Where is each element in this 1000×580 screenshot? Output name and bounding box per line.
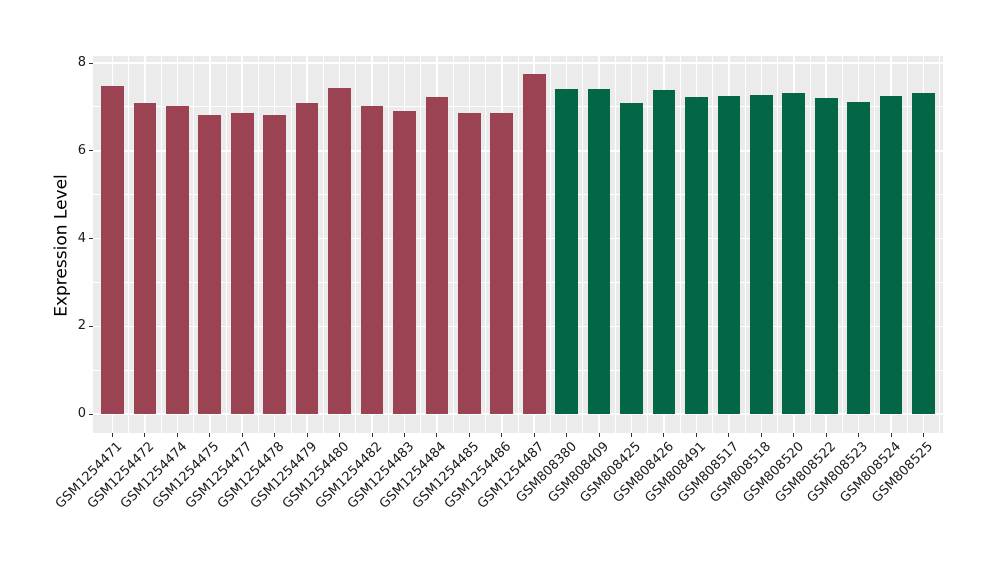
x-tick-mark — [566, 433, 568, 437]
bar-GSM808522 — [814, 98, 838, 414]
bar-GSM1254482 — [360, 105, 384, 414]
x-tick-mark — [468, 433, 470, 437]
gridline-minor-x — [387, 56, 389, 433]
gridline-minor-x — [647, 56, 649, 433]
bar-GSM1254471 — [101, 85, 124, 414]
x-tick-mark — [825, 433, 827, 437]
y-tick-mark — [89, 325, 93, 327]
bar-GSM1254479 — [295, 102, 319, 414]
gridline-minor-x — [550, 56, 551, 433]
x-tick-mark — [241, 433, 243, 437]
bar-GSM808517 — [717, 96, 741, 414]
gridline-minor-x — [939, 56, 941, 433]
y-tick-mark — [89, 238, 93, 239]
x-tick-mark — [695, 433, 697, 437]
x-tick-mark — [144, 433, 146, 437]
x-tick-mark — [858, 433, 860, 437]
x-tick-mark — [436, 433, 438, 437]
gridline-minor-x — [160, 56, 162, 433]
bar-GSM1254475 — [198, 115, 222, 414]
gridline-minor-x — [322, 56, 324, 433]
gridline-minor-x — [874, 56, 876, 433]
gridline-minor-x — [355, 56, 357, 433]
bar-GSM1254484 — [425, 97, 449, 414]
bar-GSM1254485 — [457, 112, 481, 414]
gridline-minor-x — [842, 56, 843, 433]
y-axis-title: Expression Level — [51, 174, 72, 317]
bar-GSM1254474 — [165, 106, 189, 414]
gridline-minor-x — [809, 56, 811, 433]
bar-GSM1254480 — [328, 88, 351, 414]
gridline-minor-x — [128, 56, 130, 433]
gridline-minor-x — [193, 56, 194, 433]
x-tick-mark — [209, 433, 211, 437]
gridline-minor-x — [582, 56, 584, 433]
gridline-minor-x — [744, 56, 746, 433]
gridline-minor-x — [485, 56, 486, 433]
bar-GSM1254472 — [133, 103, 157, 414]
gridline-minor-x — [777, 56, 778, 433]
bar-GSM808520 — [782, 93, 806, 414]
y-tick-label: 4 — [77, 230, 86, 246]
gridline-minor-x — [679, 56, 681, 433]
bar-GSM808491 — [685, 97, 708, 414]
gridline-minor-x — [258, 56, 259, 433]
bar-GSM1254486 — [490, 113, 514, 414]
gridline-minor-x — [712, 56, 714, 433]
bar-GSM808425 — [620, 102, 643, 414]
x-tick-mark — [533, 433, 535, 437]
x-tick-mark — [306, 433, 308, 437]
gridline-minor-x — [290, 56, 292, 433]
bar-GSM1254477 — [230, 112, 254, 414]
bar-GSM1254478 — [263, 115, 287, 414]
gridline-minor-x — [906, 56, 908, 433]
bar-GSM808523 — [847, 101, 870, 414]
bar-GSM808518 — [749, 95, 773, 414]
bar-GSM808380 — [555, 88, 578, 414]
x-tick-mark — [501, 433, 503, 437]
bar-GSM1254483 — [393, 111, 416, 414]
plot-panel — [93, 56, 943, 433]
y-tick-mark — [89, 413, 93, 415]
gridline-minor-x — [225, 56, 227, 433]
x-tick-mark — [663, 433, 665, 437]
gridline-minor-x — [614, 56, 616, 433]
x-tick-mark — [728, 433, 730, 437]
y-tick-label: 0 — [77, 406, 86, 421]
bar-GSM1254487 — [522, 74, 546, 414]
x-tick-mark — [274, 433, 276, 437]
gridline-minor-x — [517, 56, 519, 433]
bar-GSM808409 — [587, 88, 611, 414]
x-tick-mark — [890, 433, 892, 437]
y-tick-mark — [89, 62, 93, 64]
x-tick-mark — [339, 433, 341, 437]
gridline-minor-x — [452, 56, 454, 433]
x-tick-mark — [176, 433, 178, 437]
x-tick-mark — [793, 433, 795, 437]
bar-GSM808524 — [879, 96, 903, 414]
y-tick-mark — [89, 150, 93, 152]
x-tick-mark — [598, 433, 600, 437]
x-tick-mark — [111, 433, 113, 437]
bar-GSM808426 — [652, 89, 676, 414]
x-tick-mark — [371, 433, 373, 437]
y-tick-label: 2 — [77, 318, 86, 334]
bar-GSM808525 — [912, 93, 935, 414]
y-tick-label: 8 — [77, 55, 86, 70]
y-tick-label: 6 — [77, 142, 86, 158]
x-tick-mark — [923, 433, 925, 437]
x-tick-mark — [760, 433, 762, 437]
x-tick-mark — [631, 433, 633, 437]
x-tick-mark — [403, 433, 405, 437]
gridline-minor-x — [420, 56, 422, 433]
